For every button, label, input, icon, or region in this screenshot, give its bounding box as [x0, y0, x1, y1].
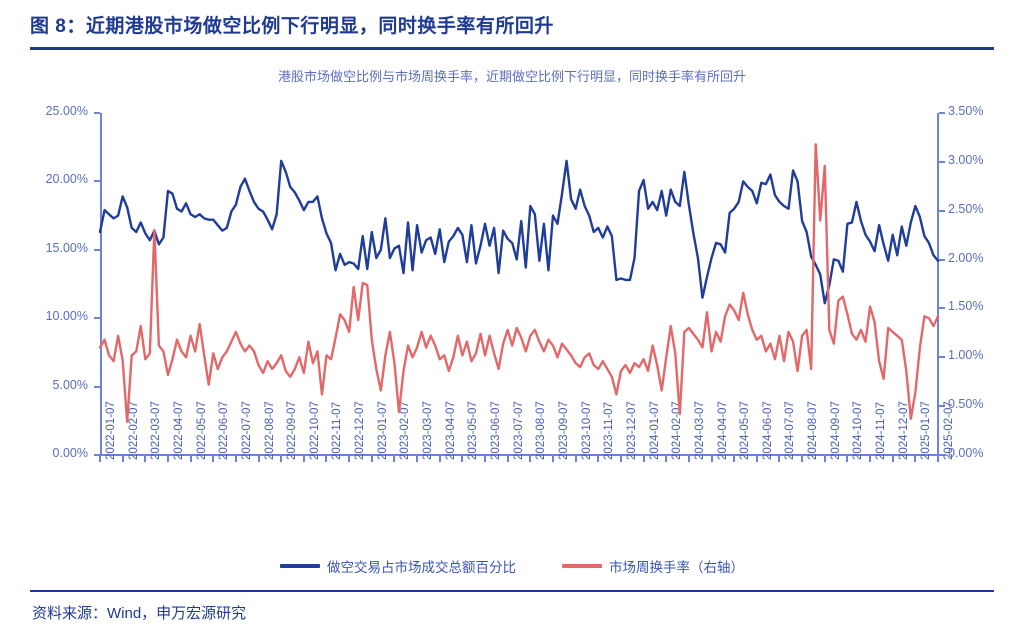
bottom-axis-line — [100, 454, 939, 456]
x-axis-tick — [846, 456, 849, 462]
right-axis-tick — [939, 405, 945, 408]
left-axis-tick — [94, 180, 100, 183]
chart-subtitle: 港股市场做空比例与市场周换手率，近期做空比例下行明显，同时换手率有所回升 — [277, 69, 746, 84]
x-axis-tick — [144, 456, 147, 462]
left-axis-tick — [94, 112, 100, 114]
left-axis-tick — [94, 385, 100, 388]
x-axis-tick — [642, 456, 645, 462]
x-axis-tick — [891, 456, 894, 462]
legend-item[interactable]: 做空交易占市场成交总额百分比 — [280, 556, 516, 576]
x-axis-tick — [687, 456, 690, 462]
left-axis-line — [100, 113, 102, 455]
right-axis-tick-label: 1.50% — [948, 299, 984, 314]
x-axis-tick — [710, 456, 713, 462]
x-axis-tick — [506, 456, 509, 462]
left-axis-tick-label: 15.00% — [45, 240, 88, 255]
x-axis-tick — [801, 456, 804, 462]
left-axis-tick — [94, 317, 100, 320]
x-axis-tick — [461, 456, 464, 462]
x-axis-tick — [257, 456, 260, 462]
x-axis-tick — [234, 456, 237, 462]
left-axis-tick-label: 25.00% — [45, 104, 88, 118]
x-axis-tick — [823, 456, 826, 462]
right-axis-tick-label: 1.00% — [948, 348, 984, 363]
x-axis-tick — [778, 456, 781, 462]
right-axis-tick — [939, 160, 945, 163]
x-axis-tick — [325, 456, 328, 462]
x-axis-tick — [121, 456, 124, 462]
legend-swatch-icon — [280, 564, 320, 568]
page-title: 图 8：近期港股市场做空比例下行明显，同时换手率有所回升 — [30, 16, 554, 37]
left-axis-tick-label: 0.00% — [52, 446, 88, 460]
x-axis-tick — [393, 456, 396, 462]
right-axis-tick — [939, 258, 945, 261]
x-axis-tick — [416, 456, 419, 462]
right-axis-tick-label: 2.00% — [948, 250, 984, 265]
left-axis-tick-label: 5.00% — [52, 377, 88, 392]
right-axis-tick — [939, 307, 945, 310]
right-axis-tick-label: 2.50% — [948, 201, 984, 216]
x-axis-tick — [348, 456, 351, 462]
right-axis-tick-label: 0.00% — [948, 446, 984, 460]
legend-swatch-icon — [562, 564, 602, 568]
chart-area: 0.00% 5.00% 10.00% 15.00% 20.00% 25.00% 0.00%… — [0, 96, 1024, 566]
x-axis-tick — [597, 456, 600, 462]
right-axis-tick — [939, 112, 945, 114]
x-axis-tick — [733, 456, 736, 462]
chart-legend: 做空交易占市场成交总额百分比 市场周换手率（右轴） — [0, 556, 1024, 576]
x-axis-tick — [574, 456, 577, 462]
x-axis-tick — [937, 456, 939, 462]
legend-label: 市场周换手率（右轴） — [609, 560, 744, 575]
series-line — [98, 159, 940, 305]
legend-item[interactable]: 市场周换手率（右轴） — [562, 556, 744, 576]
x-axis-tick — [914, 456, 917, 462]
x-axis-tick — [166, 456, 169, 462]
x-axis-tick — [619, 456, 622, 462]
x-axis-tick — [484, 456, 487, 462]
x-axis-tick — [551, 456, 554, 462]
left-axis-tick — [94, 248, 100, 251]
x-axis-tick — [99, 456, 101, 462]
right-axis-tick-label: 3.50% — [948, 104, 984, 118]
x-axis-tick — [212, 456, 215, 462]
left-axis-tick-label: 20.00% — [45, 172, 88, 187]
right-axis-tick — [939, 209, 945, 212]
right-axis-tick-label: 0.50% — [948, 397, 984, 412]
series-lines — [98, 143, 940, 423]
title-wrap: 图 8：近期港股市场做空比例下行明显，同时换手率有所回升 — [30, 14, 994, 40]
right-axis-tick — [939, 356, 945, 359]
title-divider — [30, 47, 994, 50]
x-axis-tick — [370, 456, 373, 462]
x-axis-tick — [189, 456, 192, 462]
right-axis-line — [937, 113, 939, 455]
x-axis-tick — [280, 456, 283, 462]
source-note: 资料来源：Wind，申万宏源研究 — [32, 605, 247, 622]
legend-label: 做空交易占市场成交总额百分比 — [327, 560, 516, 575]
x-axis-tick — [529, 456, 532, 462]
x-axis-tick — [755, 456, 758, 462]
footer-divider — [30, 590, 994, 592]
x-axis-tick — [438, 456, 441, 462]
series-line — [98, 143, 940, 423]
x-axis-tick — [665, 456, 668, 462]
left-axis-tick — [94, 454, 100, 456]
right-axis-tick — [939, 454, 945, 456]
x-axis-tick — [869, 456, 872, 462]
x-axis-tick — [302, 456, 305, 462]
left-axis-tick-label: 10.00% — [45, 309, 88, 324]
right-axis-tick-label: 3.00% — [948, 152, 984, 167]
